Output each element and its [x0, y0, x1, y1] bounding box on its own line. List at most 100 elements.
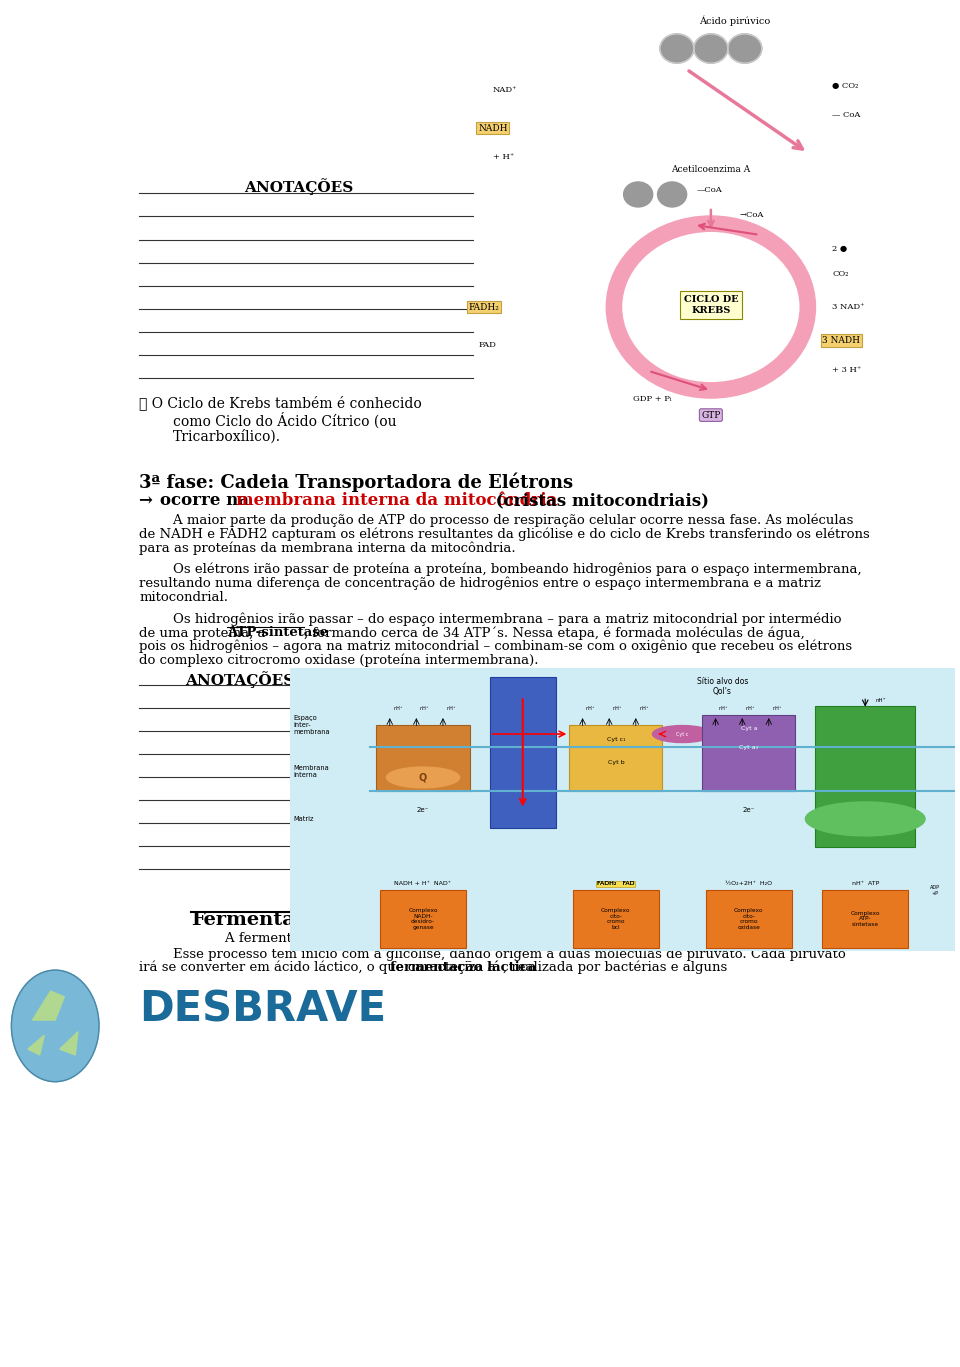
Text: Cyt a: Cyt a — [740, 726, 757, 731]
Bar — [815, 705, 915, 848]
Text: 2e⁻: 2e⁻ — [743, 807, 755, 812]
Text: — CoA: — CoA — [832, 111, 860, 119]
Text: nH⁺: nH⁺ — [446, 707, 456, 711]
Text: Complexo
cito-
cromo
bcl: Complexo cito- cromo bcl — [601, 908, 631, 930]
Text: fermentação láctica: fermentação láctica — [390, 961, 536, 975]
Text: DESBRAVE: DESBRAVE — [139, 988, 387, 1031]
Circle shape — [624, 182, 653, 206]
Circle shape — [653, 726, 712, 742]
Text: FADH₂: FADH₂ — [468, 302, 499, 312]
Text: Tricarboxílico).: Tricarboxílico). — [173, 429, 280, 443]
Text: como Ciclo do Ácido Cítrico (ou: como Ciclo do Ácido Cítrico (ou — [173, 411, 396, 428]
Text: Fermentação: Fermentação — [191, 910, 333, 930]
Text: para as proteínas da membrana interna da mitocôndria.: para as proteínas da membrana interna da… — [139, 541, 516, 555]
Text: Cyt c₁: Cyt c₁ — [607, 737, 625, 742]
Circle shape — [694, 34, 728, 63]
Text: —CoA: —CoA — [696, 186, 722, 194]
Circle shape — [387, 767, 460, 787]
Text: nH⁺: nH⁺ — [772, 707, 781, 711]
Text: nH⁺: nH⁺ — [393, 707, 402, 711]
Polygon shape — [33, 991, 64, 1020]
Text: A maior parte da produção de ATP do processo de respiração celular ocorre nessa : A maior parte da produção de ATP do proc… — [139, 514, 853, 528]
Text: Membrana
interna: Membrana interna — [294, 766, 329, 778]
Text: Q: Q — [419, 772, 427, 782]
Bar — [703, 715, 796, 790]
Text: de NADH e FADH2 capturam os elétrons resultantes da glicólise e do ciclo de Kreb: de NADH e FADH2 capturam os elétrons res… — [139, 528, 870, 541]
Text: + 3 H⁺: + 3 H⁺ — [832, 365, 861, 373]
Text: Os hidrogênios irão passar – do espaço intermembrana – para a matriz mitocondria: Os hidrogênios irão passar – do espaço i… — [139, 612, 842, 626]
Circle shape — [805, 802, 925, 835]
Text: NADH + H⁺  NAD⁺: NADH + H⁺ NAD⁺ — [395, 882, 451, 886]
Text: irá se converter em ácido láctico, o que caracteriza a: irá se converter em ácido láctico, o que… — [139, 961, 500, 975]
Text: ● CO₂: ● CO₂ — [832, 82, 858, 90]
Text: 2 ●: 2 ● — [832, 245, 848, 253]
Text: nH⁺: nH⁺ — [719, 707, 729, 711]
Text: Esse processo tem início com a glicólise, dando origem a duas moléculas de piruv: Esse processo tem início com a glicólise… — [139, 947, 846, 961]
Circle shape — [660, 34, 694, 63]
Text: nH⁺: nH⁺ — [639, 707, 649, 711]
Polygon shape — [60, 1032, 78, 1055]
Circle shape — [658, 182, 686, 206]
Text: , formando cerca de 34 ATP´s. Nessa etapa, é formada moléculas de água,: , formando cerca de 34 ATP´s. Nessa etap… — [304, 626, 805, 640]
Text: Ácido pirúvico: Ácido pirúvico — [700, 15, 771, 26]
FancyBboxPatch shape — [706, 890, 792, 949]
Bar — [569, 725, 662, 790]
Text: nH⁺: nH⁺ — [746, 707, 755, 711]
Text: nH⁺: nH⁺ — [586, 707, 595, 711]
Text: Cyt c: Cyt c — [676, 731, 688, 737]
Text: ADP
+P: ADP +P — [930, 884, 940, 895]
Text: FAD: FAD — [478, 340, 496, 349]
Text: de uma proteína, a: de uma proteína, a — [139, 626, 270, 640]
Text: ATP-sintetase: ATP-sintetase — [227, 626, 328, 638]
Text: nH⁺: nH⁺ — [612, 707, 622, 711]
Text: QoI's: QoI's — [713, 686, 732, 696]
Text: (cristas mitocondriais): (cristas mitocondriais) — [491, 492, 709, 509]
Text: A fermentação pode ser de dois tipos: a alcoólica e a láctica.: A fermentação pode ser de dois tipos: a … — [191, 932, 631, 945]
Polygon shape — [28, 1035, 44, 1055]
Text: Complexo
NADH-
desidro-
genase: Complexo NADH- desidro- genase — [408, 908, 438, 930]
Text: NAD⁺: NAD⁺ — [492, 86, 517, 94]
Text: + H⁺: + H⁺ — [492, 153, 514, 161]
FancyBboxPatch shape — [822, 890, 908, 949]
Text: Complexo
cito-
cromo
oxidase: Complexo cito- cromo oxidase — [734, 908, 763, 930]
Text: do complexo citrocromo oxidase (proteína intermembrana).: do complexo citrocromo oxidase (proteína… — [139, 653, 539, 667]
Bar — [376, 725, 469, 790]
Text: nH⁺: nH⁺ — [420, 707, 429, 711]
FancyArrowPatch shape — [689, 71, 803, 149]
Circle shape — [728, 34, 762, 63]
Text: CO₂: CO₂ — [832, 269, 849, 278]
Text: Cyt b: Cyt b — [608, 760, 624, 764]
Text: 2e⁻: 2e⁻ — [417, 807, 429, 812]
Text: →CoA: →CoA — [740, 212, 764, 219]
Text: NADH: NADH — [478, 123, 508, 133]
Text: →: → — [139, 492, 159, 509]
Text: membrana interna da mitocôndria: membrana interna da mitocôndria — [236, 492, 558, 509]
Text: 3 NADH: 3 NADH — [823, 336, 860, 344]
Text: ANOTAÇÕES: ANOTAÇÕES — [185, 671, 295, 688]
Text: CICLO DE
KREBS: CICLO DE KREBS — [684, 295, 738, 314]
Text: GDP + Pᵢ: GDP + Pᵢ — [634, 395, 672, 403]
Text: 3 NAD⁺: 3 NAD⁺ — [832, 303, 865, 312]
Text: Espaço
inter-
membrana: Espaço inter- membrana — [294, 715, 330, 734]
Text: resultando numa diferença de concentração de hidrogênios entre o espaço intermem: resultando numa diferença de concentraçã… — [139, 577, 822, 591]
Text: ANOTAÇÕES: ANOTAÇÕES — [244, 178, 353, 195]
Bar — [490, 678, 556, 828]
Text: ½O₂+2H⁺  H₂O: ½O₂+2H⁺ H₂O — [726, 882, 773, 886]
Text: ❖ O Ciclo de Krebs também é conhecido: ❖ O Ciclo de Krebs também é conhecido — [139, 395, 422, 410]
FancyBboxPatch shape — [572, 890, 660, 949]
Circle shape — [12, 971, 99, 1081]
Text: mitocondrial.: mitocondrial. — [139, 591, 228, 604]
FancyBboxPatch shape — [380, 890, 467, 949]
Text: 3ª fase: Cadeia Transportadora de Elétrons: 3ª fase: Cadeia Transportadora de Elétro… — [139, 472, 573, 492]
Text: GTP: GTP — [701, 410, 721, 420]
Text: Os elétrons irão passar de proteína a proteína, bombeando hidrogênios para o esp: Os elétrons irão passar de proteína a pr… — [139, 563, 862, 577]
Text: Acetilcoenzima A: Acetilcoenzima A — [671, 165, 751, 174]
Text: nH⁺  ATP: nH⁺ ATP — [852, 882, 878, 886]
Text: FADH₂   FAD: FADH₂ FAD — [597, 882, 635, 886]
Text: Sítio alvo dos: Sítio alvo dos — [697, 678, 748, 686]
Text: Complexo
ATP-
sintetase: Complexo ATP- sintetase — [851, 910, 880, 927]
Text: nH⁺: nH⁺ — [876, 697, 886, 703]
Text: ocorre na: ocorre na — [160, 492, 255, 509]
Text: FADH₂   FAD: FADH₂ FAD — [597, 882, 635, 886]
Text: Matriz: Matriz — [294, 816, 314, 822]
